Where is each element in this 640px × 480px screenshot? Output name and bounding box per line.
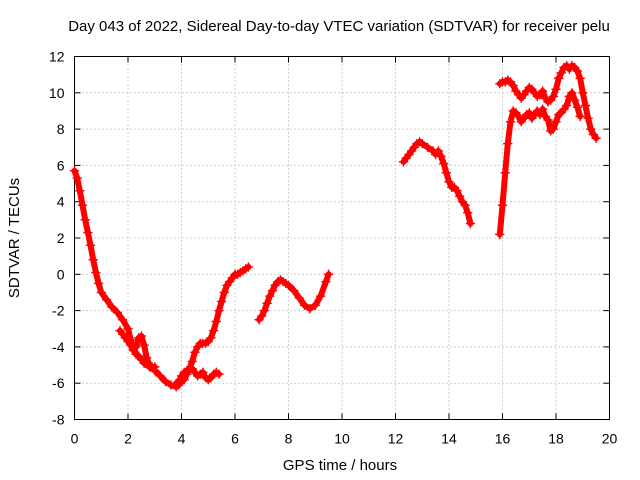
series-markers-segment-6 <box>398 137 476 229</box>
x-tick-label: 20 <box>602 431 618 447</box>
x-tick-label: 16 <box>495 431 511 447</box>
y-tick-label: 6 <box>57 157 65 173</box>
series-markers-segment-5 <box>254 269 334 325</box>
x-tick-label: 4 <box>178 431 186 447</box>
y-tick-label: 4 <box>57 194 65 210</box>
x-axis-label: GPS time / hours <box>283 457 397 474</box>
y-tick-labels: -8 -6 -4 -2 0 2 4 6 8 10 12 <box>49 49 65 428</box>
x-tick-label: 14 <box>441 431 457 447</box>
x-tick-label: 10 <box>334 431 350 447</box>
series-markers-segment-2 <box>115 325 160 372</box>
x-tick-label: 0 <box>71 431 79 447</box>
y-tick-label: 0 <box>57 266 65 282</box>
y-tick-label: -2 <box>52 303 65 319</box>
y-axis-label: SDTVAR / TECUs <box>6 178 23 298</box>
y-tick-label: -6 <box>52 375 65 391</box>
x-tick-label: 18 <box>548 431 564 447</box>
x-tick-label: 8 <box>285 431 293 447</box>
series-markers-segment-4 <box>171 262 254 388</box>
chart-title: Day 043 of 2022, Sidereal Day-to-day VTE… <box>68 18 610 35</box>
y-tick-label: 2 <box>57 230 65 246</box>
series-markers-segment-7 <box>495 60 601 143</box>
x-tick-label: 12 <box>388 431 404 447</box>
x-tick-label: 2 <box>124 431 132 447</box>
y-tick-label: -4 <box>52 339 65 355</box>
series-markers-segment-8 <box>495 88 585 240</box>
x-tick-label: 6 <box>231 431 239 447</box>
y-tick-label: 10 <box>49 85 65 101</box>
y-tick-label: 12 <box>49 49 65 65</box>
axis-ticks <box>74 56 610 420</box>
x-tick-labels: 0 2 4 6 8 10 12 14 16 18 20 <box>71 431 618 447</box>
data-series <box>69 60 601 392</box>
y-tick-label: -8 <box>52 412 65 428</box>
y-tick-label: 8 <box>57 121 65 137</box>
